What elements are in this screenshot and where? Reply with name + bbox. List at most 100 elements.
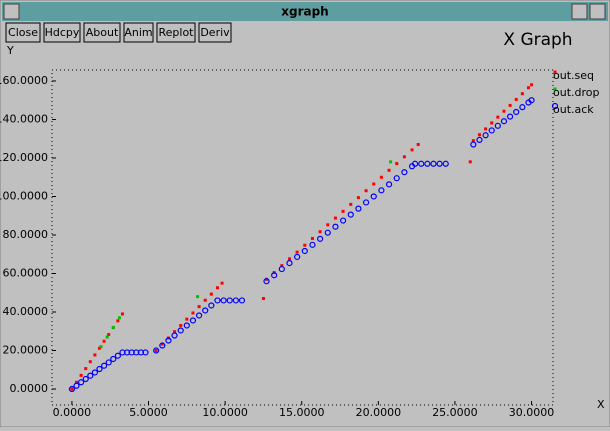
point [185, 317, 189, 321]
button-label[interactable]: Replot [159, 26, 195, 39]
x-tick-label: 10.0000 [202, 406, 248, 419]
ack-point [271, 272, 278, 279]
legend-label: out.ack [553, 103, 594, 116]
toolbar-button[interactable]: Deriv [198, 22, 232, 43]
ack-point [393, 175, 400, 182]
ack-point [370, 193, 377, 200]
point [364, 189, 368, 193]
ack-point [68, 385, 76, 393]
ack-point [362, 199, 370, 206]
ack-point [214, 297, 221, 304]
point [117, 316, 121, 320]
ack-point [401, 169, 408, 176]
point [508, 103, 512, 107]
button-face[interactable] [198, 22, 232, 43]
point [310, 236, 314, 240]
y-axis-label: Y [6, 44, 14, 57]
point [173, 330, 177, 334]
ack-point [347, 211, 354, 218]
toolbar-button[interactable]: Close [5, 22, 41, 43]
x-tick-label: 20.0000 [356, 406, 402, 419]
button-face[interactable] [43, 22, 81, 43]
point [349, 202, 353, 206]
button-label[interactable]: About [86, 26, 119, 39]
point [154, 349, 158, 353]
point [261, 297, 265, 301]
legend-label: out.seq [553, 69, 594, 82]
button-label[interactable]: Close [8, 26, 38, 39]
point [303, 243, 307, 247]
button-face[interactable] [156, 22, 196, 43]
button-face[interactable] [5, 22, 41, 43]
toolbar-button[interactable]: Replot [156, 22, 196, 43]
ack-point [412, 160, 419, 167]
ack-point [551, 102, 559, 110]
point [514, 97, 518, 101]
maximize-button[interactable] [589, 3, 606, 20]
point [84, 367, 88, 371]
toolbar-button[interactable]: Hdcpy [43, 22, 81, 43]
ack-point [263, 278, 270, 285]
ack-point [189, 317, 197, 324]
x-tick-label: 0.0000 [53, 406, 92, 419]
ack-point [183, 322, 190, 329]
y-tick-label: 160.0000 [0, 74, 48, 87]
minimize-button[interactable] [571, 3, 588, 20]
point [196, 295, 200, 299]
point [75, 380, 79, 384]
point [93, 353, 97, 357]
ack-point [317, 235, 324, 242]
point [395, 162, 399, 166]
point [179, 323, 183, 327]
chart-title: X Graph [503, 30, 572, 50]
ack-point [114, 352, 121, 359]
ack-point [220, 297, 227, 304]
button-label[interactable]: Hdcpy [45, 26, 80, 39]
point [79, 373, 83, 377]
y-tick-label: 0.0000 [10, 382, 49, 395]
x-tick-label: 30.0000 [509, 406, 555, 419]
point [107, 333, 111, 337]
point [120, 312, 124, 316]
ack-point [507, 113, 514, 120]
window-menu-button[interactable] [3, 3, 20, 20]
point [468, 160, 472, 164]
point [502, 109, 506, 113]
point [356, 196, 360, 200]
button-face[interactable] [83, 22, 121, 43]
point [215, 286, 219, 290]
button-label[interactable]: Anim [124, 26, 152, 39]
button-face[interactable] [123, 22, 154, 43]
point [387, 168, 391, 172]
ack-point [332, 223, 339, 230]
y-tick-label: 80.0000 [3, 228, 49, 241]
ack-point [500, 118, 508, 125]
ack-point [226, 297, 233, 304]
toolbar-button[interactable]: Anim [123, 22, 154, 43]
ack-point [100, 362, 108, 369]
toolbar-button[interactable]: About [83, 22, 121, 43]
ack-point [91, 369, 98, 376]
y-tick-label: 140.0000 [0, 112, 48, 125]
point [530, 83, 534, 87]
x-tick-label: 15.0000 [279, 406, 325, 419]
ack-point [110, 355, 117, 363]
window-title: xgraph [281, 5, 328, 19]
ack-point [202, 307, 209, 314]
point [372, 182, 376, 186]
point [102, 339, 106, 343]
legend-label: out.drop [553, 86, 600, 99]
point [70, 387, 74, 391]
y-tick-label: 120.0000 [0, 151, 48, 164]
ack-point [73, 382, 80, 389]
button-label[interactable]: Deriv [200, 26, 230, 39]
ack-point [424, 160, 431, 167]
ack-point [142, 349, 149, 356]
point [111, 325, 115, 329]
point [553, 70, 557, 74]
ack-point [208, 302, 215, 309]
ack-point [232, 297, 239, 304]
